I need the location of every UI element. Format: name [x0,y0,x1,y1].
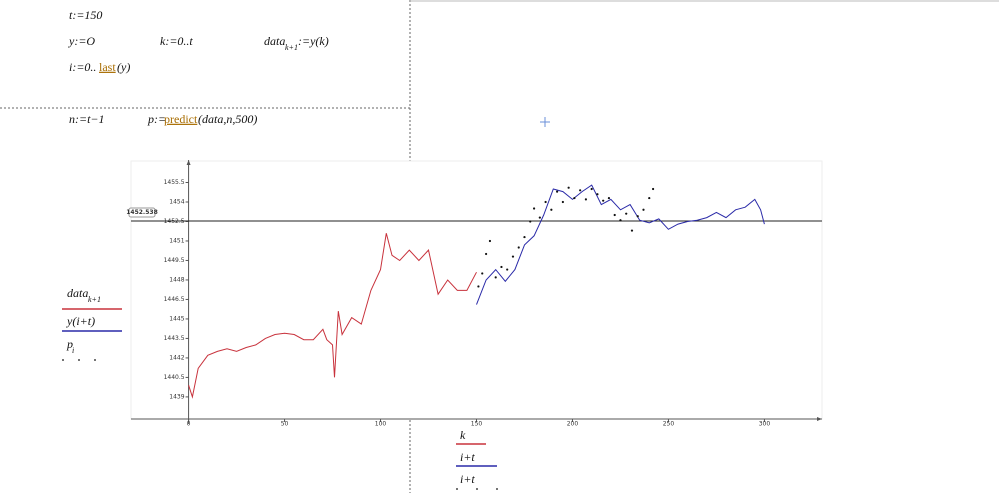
marker-label: 1452.538 [126,209,158,216]
data-point [636,215,639,218]
x-tick-label: 150 [471,421,483,428]
math-def: y:=O [68,34,95,48]
legend-sub: k+1 [88,295,101,304]
x-tick-label: 50 [281,421,289,428]
data-point [602,199,605,202]
cursor [540,117,550,127]
math-func: last [99,60,116,74]
math-sub: k+1 [285,43,298,52]
y-tick-label: 1455.5 [164,179,185,186]
x-tick-label: 200 [567,421,579,428]
data-point [573,196,576,200]
y-tick-label: 1439 [169,393,184,400]
data-point [532,207,536,210]
y-tick-label: 1454 [169,198,184,205]
chart: 0 50 100 150 200 250 300 1439 1440.5 1442 1443.5 14… [62,160,822,490]
data-point [630,229,634,232]
data-point [596,193,599,196]
math-def: (data,n,500) [198,112,257,126]
data-point [523,235,526,239]
axis-arrow [817,417,822,421]
x-tick-label: 250 [663,421,675,428]
data-point [506,268,509,271]
legend-dot [94,359,96,361]
x-axis-label: i+t [460,472,475,486]
math-def: k:=0..t [160,34,193,48]
data-point [494,276,497,279]
legend-sub: i [72,346,74,355]
x-tick-label: 100 [375,421,387,428]
data-point [648,196,651,200]
y-tick-label: 1446.5 [164,296,185,303]
data-point [619,219,622,222]
data-point [642,208,645,211]
series-line [476,184,765,305]
x-axis-label: k [460,428,466,442]
legend-label: p [66,337,73,351]
math-def: data [264,34,285,48]
math-def: i:=0.. [69,60,96,74]
y-tick-label: 1445 [169,315,184,322]
data-point [511,255,515,258]
y-tick-label: 1449.5 [164,257,185,264]
y-tick-label: 1443.5 [164,335,185,342]
data-point [550,208,553,211]
series-line [188,233,477,399]
legend-label: data [67,286,88,300]
legend-dot [62,359,64,361]
data-point [625,212,628,215]
data-point [544,200,547,204]
legend-dot [496,488,498,490]
y-tick-label: 1451 [169,237,184,244]
legend-dot [78,359,80,361]
math-def: n:=t−1 [69,112,105,126]
legend-label: y(i+t) [66,314,95,328]
x-axis-label: i+t [460,450,475,464]
plot-area [130,160,823,420]
data-point [488,239,492,243]
data-point [579,189,582,192]
data-point [613,213,616,217]
data-point [484,252,488,256]
marker-label-box [128,207,156,218]
data-point [517,246,520,249]
math-def: :=y(k) [298,34,329,48]
axis-arrow [186,160,191,165]
y-tick-label: 1442 [169,354,184,361]
data-point [561,200,564,204]
data-point [556,190,559,193]
data-point [567,186,570,189]
data-point [590,187,593,191]
math-def: (y) [117,60,130,74]
math-func: predict [164,112,198,126]
data-point [500,265,503,269]
legend-dot [456,488,458,490]
x-tick-label: 0 [187,421,191,428]
x-tick-label: 300 [759,421,771,428]
data-point [477,285,480,288]
data-point [529,220,532,223]
legend-dot [476,488,478,490]
data-point [651,187,655,191]
math-def: t:=150 [69,8,102,22]
data-point [538,216,541,219]
data-point [481,272,484,275]
data-point [584,198,588,201]
data-point [607,196,611,200]
y-tick-label: 1440.5 [164,374,185,381]
y-tick-label: 1448 [169,276,184,283]
math-def: p:= [147,112,166,126]
